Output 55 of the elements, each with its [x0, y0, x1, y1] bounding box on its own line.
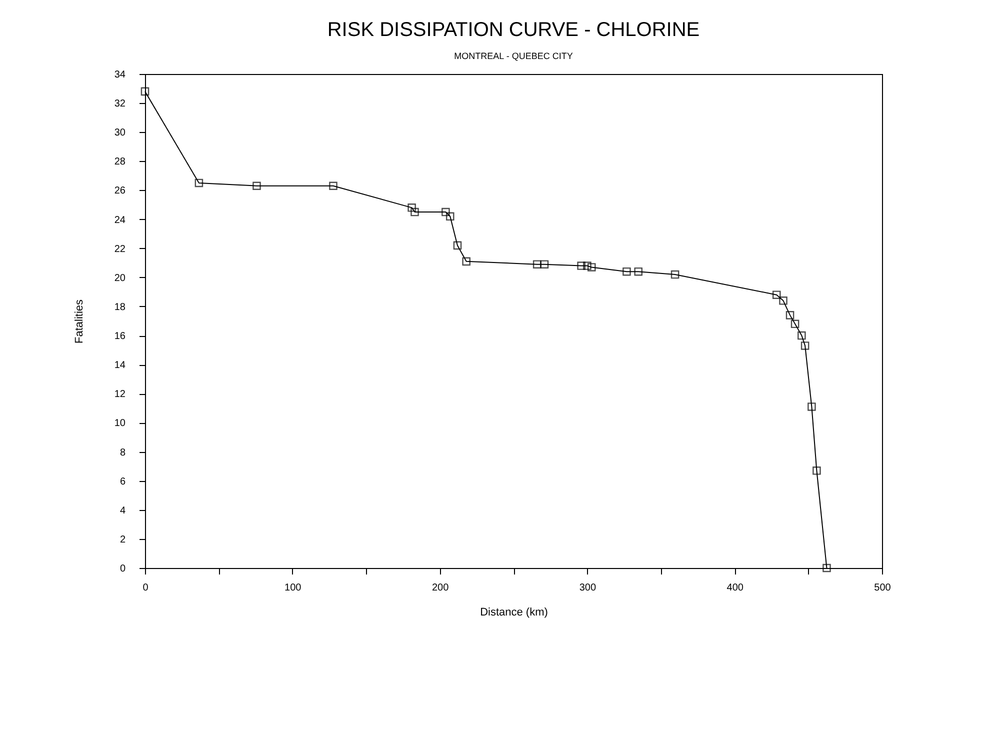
- point: [532, 260, 542, 268]
- point: [670, 270, 680, 279]
- y-tick-label: 8: [120, 447, 126, 458]
- x-tick-label: 100: [284, 582, 302, 594]
- y-tick-label: 20: [114, 272, 126, 284]
- point: [329, 182, 338, 190]
- x-tick-label: 400: [726, 582, 744, 594]
- point: [779, 296, 788, 305]
- y-tick-label: 10: [114, 418, 126, 430]
- point: [252, 182, 261, 190]
- y-tick-label: 2: [120, 534, 126, 546]
- chart-subtitle: MONTREAL - QUEBEC CITY: [454, 51, 573, 61]
- y-tick-label: 4: [120, 505, 126, 516]
- point: [790, 320, 800, 328]
- point: [772, 290, 781, 299]
- x-tick-label: 200: [432, 582, 450, 594]
- point: [822, 564, 831, 572]
- x-tick-label: 0: [142, 582, 149, 594]
- point: [798, 331, 806, 340]
- point: [622, 267, 631, 276]
- y-tick-label: 34: [114, 70, 126, 80]
- y-tick-label: 32: [114, 98, 126, 110]
- point: [540, 260, 549, 268]
- y-tick-label: 6: [120, 476, 126, 488]
- y-tick-label: 18: [114, 302, 126, 313]
- chart-title: RISK DISSIPATION CURVE - CHLORINE: [327, 19, 700, 41]
- point: [408, 204, 416, 212]
- x-axis-title: Distance (km): [480, 606, 548, 618]
- point: [583, 262, 592, 270]
- point: [812, 466, 821, 475]
- x-tick-label: 500: [874, 582, 892, 594]
- y-tick-label: 24: [114, 214, 126, 226]
- y-tick-label: 30: [114, 128, 126, 139]
- point: [786, 311, 794, 320]
- point: [194, 178, 204, 188]
- y-tick-label: 14: [114, 360, 126, 372]
- y-tick-label: 22: [114, 244, 126, 255]
- y-tick-label: 0: [120, 564, 126, 574]
- x-tick-label: 300: [579, 582, 596, 594]
- point: [577, 262, 586, 270]
- point: [410, 208, 419, 216]
- point: [462, 257, 470, 266]
- y-tick-label: 16: [114, 331, 126, 342]
- y-tick-label: 28: [114, 156, 126, 168]
- point: [587, 263, 596, 272]
- point: [446, 212, 454, 221]
- point: [800, 342, 810, 350]
- y-tick-label: 26: [114, 186, 126, 197]
- point: [453, 241, 462, 250]
- point: [442, 208, 450, 216]
- point: [808, 402, 816, 411]
- y-tick-label: 12: [114, 389, 126, 400]
- point: [140, 87, 150, 96]
- y-axis-title: Fatalities: [73, 299, 86, 344]
- point: [634, 267, 642, 276]
